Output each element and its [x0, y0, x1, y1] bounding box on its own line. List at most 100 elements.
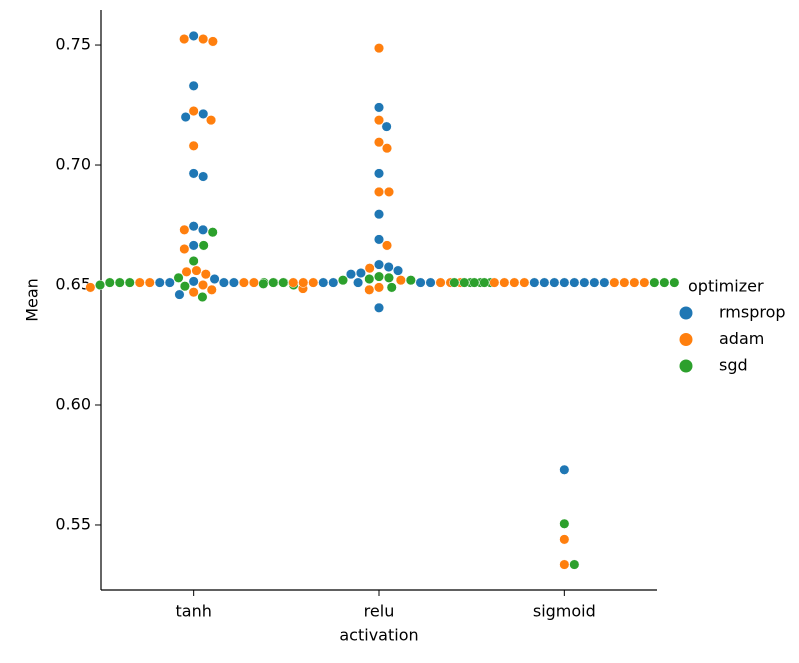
data-point	[589, 277, 600, 288]
data-point	[188, 255, 199, 267]
data-point	[619, 277, 630, 288]
data-point	[188, 240, 199, 251]
data-point	[180, 111, 191, 123]
data-point	[599, 277, 610, 288]
data-point	[198, 33, 209, 45]
data-point	[198, 240, 209, 251]
data-point	[134, 277, 145, 288]
data-point	[529, 277, 540, 288]
data-point	[383, 186, 395, 197]
y-tick-label: 0.60	[55, 394, 91, 413]
data-point	[509, 277, 520, 288]
data-point	[188, 30, 199, 41]
data-point	[206, 115, 217, 126]
data-point	[373, 302, 385, 313]
data-point	[579, 277, 590, 288]
data-point	[373, 259, 385, 270]
x-tick-label: sigmoid	[533, 602, 596, 621]
data-point	[124, 277, 135, 288]
y-axis-label: Mean	[23, 278, 42, 322]
data-point	[197, 279, 209, 291]
data-point	[218, 277, 229, 288]
legend-label: adam	[719, 329, 764, 348]
data-point	[179, 243, 190, 255]
data-point	[373, 271, 385, 282]
data-point	[569, 277, 580, 288]
data-point	[328, 277, 339, 288]
data-point	[206, 284, 217, 295]
data-point	[499, 277, 510, 288]
data-point	[353, 277, 364, 288]
data-point	[95, 279, 106, 291]
data-point	[373, 43, 385, 54]
data-point	[298, 277, 309, 288]
data-point	[383, 261, 394, 273]
legend-marker	[679, 333, 693, 346]
legend-marker	[679, 306, 693, 320]
y-tick-label: 0.55	[55, 514, 91, 533]
data-point	[609, 277, 620, 288]
data-point	[238, 277, 249, 288]
data-point	[381, 121, 392, 132]
data-point	[188, 105, 199, 117]
data-point	[188, 287, 199, 298]
legend-label: rmsprop	[719, 303, 786, 322]
data-point	[337, 275, 349, 286]
data-point	[179, 33, 190, 45]
data-point	[164, 277, 175, 288]
legend-title: optimizer	[688, 277, 764, 296]
data-point	[559, 277, 570, 288]
data-point	[649, 277, 660, 288]
data-point	[383, 272, 394, 283]
data-point	[415, 277, 426, 288]
data-point	[209, 273, 220, 285]
data-point	[479, 277, 490, 288]
data-point	[173, 272, 184, 283]
data-point	[381, 143, 393, 154]
data-point	[268, 277, 279, 288]
data-point	[386, 282, 397, 293]
x-tick-label: tanh	[175, 602, 211, 621]
data-point	[569, 559, 580, 570]
data-point	[364, 273, 375, 285]
data-point	[198, 108, 209, 119]
data-point	[549, 277, 560, 288]
legend-label: sgd	[719, 356, 748, 375]
data-point	[191, 265, 202, 276]
data-point	[559, 559, 570, 570]
data-point	[345, 269, 357, 280]
data-point	[188, 168, 199, 179]
data-point	[197, 224, 209, 235]
data-point	[435, 277, 446, 288]
data-point	[449, 277, 460, 288]
data-point	[373, 115, 385, 126]
data-point	[288, 277, 299, 288]
data-point	[669, 277, 680, 288]
y-tick-label: 0.75	[55, 35, 91, 54]
data-point	[659, 277, 670, 288]
data-point	[207, 227, 218, 238]
data-point	[559, 518, 570, 529]
x-tick-label: relu	[364, 602, 395, 621]
data-point	[197, 291, 208, 303]
data-point	[355, 267, 366, 279]
data-point	[364, 263, 375, 274]
data-point	[539, 277, 550, 288]
data-point	[425, 277, 436, 288]
data-point	[373, 102, 385, 113]
y-tick-label: 0.65	[55, 275, 91, 294]
data-point	[188, 276, 199, 287]
legend-marker	[679, 359, 693, 373]
data-point	[459, 277, 470, 288]
x-axis-label: activation	[339, 626, 418, 645]
data-point	[114, 277, 125, 288]
data-point	[373, 186, 385, 197]
data-point	[469, 277, 480, 288]
data-point	[207, 36, 218, 47]
data-point	[188, 221, 199, 232]
data-point	[188, 80, 199, 91]
data-point	[188, 140, 199, 151]
data-point	[395, 275, 406, 286]
data-point	[373, 137, 385, 148]
